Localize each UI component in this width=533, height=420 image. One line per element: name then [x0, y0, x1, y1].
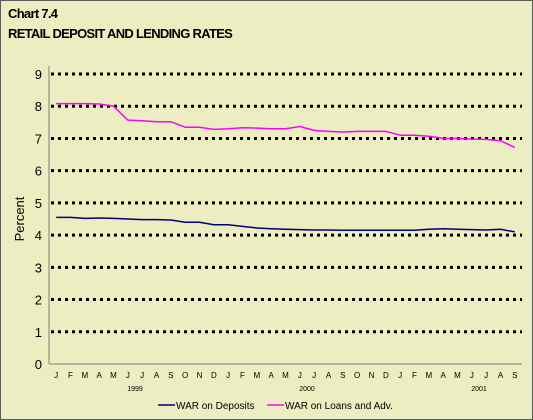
x-tick-label: N [369, 371, 375, 380]
x-tick-label: J [298, 371, 302, 380]
y-tick-label: 5 [35, 196, 42, 211]
x-tick-label: O [354, 371, 360, 380]
x-tick-label: F [68, 371, 73, 380]
x-tick-label: M [282, 371, 289, 380]
chart-title: Chart 7.4 [8, 6, 58, 21]
y-tick-label: 0 [35, 357, 42, 372]
y-axis-title: Percent [12, 196, 27, 241]
y-tick-label: 1 [35, 325, 42, 340]
x-tick-label: O [182, 371, 188, 380]
x-tick-label: M [454, 371, 461, 380]
x-tick-label: J [54, 371, 58, 380]
y-tick-label: 4 [35, 228, 42, 243]
y-tick-label: 2 [35, 293, 42, 308]
legend-label: WAR on Deposits [176, 401, 255, 412]
legend-label: WAR on Loans and Adv. [285, 401, 393, 412]
x-tick-label: J [312, 371, 316, 380]
x-tick-label: J [226, 371, 230, 380]
y-tick-label: 9 [35, 67, 42, 82]
series-line-deposits [56, 216, 515, 233]
x-tick-label: J [126, 371, 130, 380]
x-tick-label: J [140, 371, 144, 380]
x-tick-label: D [383, 371, 389, 380]
x-tick-label: A [326, 371, 332, 380]
x-tick-label: A [440, 371, 446, 380]
x-tick-label: S [168, 371, 173, 380]
y-tick-label: 6 [35, 164, 42, 179]
chart-subtitle: RETAIL DEPOSIT AND LENDING RATES [8, 26, 233, 41]
x-tick-label: J [484, 371, 488, 380]
y-tick-label: 7 [35, 131, 42, 146]
year-label: 2001 [471, 386, 487, 393]
x-tick-label: J [470, 371, 474, 380]
y-tick-label: 3 [35, 260, 42, 275]
y-tick-label: 8 [35, 99, 42, 114]
x-tick-label: N [197, 371, 203, 380]
x-tick-label: A [154, 371, 160, 380]
x-tick-label: S [512, 371, 517, 380]
x-tick-label: M [81, 371, 88, 380]
x-tick-label: M [253, 371, 260, 380]
x-tick-label: A [498, 371, 504, 380]
x-tick-label: A [268, 371, 274, 380]
series-line-loans [56, 102, 516, 149]
year-label: 1999 [127, 386, 143, 393]
year-label: 2000 [299, 386, 315, 393]
x-tick-label: S [340, 371, 345, 380]
x-tick-label: A [96, 371, 102, 380]
x-tick-label: J [398, 371, 402, 380]
x-tick-label: F [240, 371, 245, 380]
x-tick-label: M [425, 371, 432, 380]
x-tick-label: D [211, 371, 217, 380]
x-tick-label: M [110, 371, 117, 380]
x-tick-label: F [412, 371, 417, 380]
